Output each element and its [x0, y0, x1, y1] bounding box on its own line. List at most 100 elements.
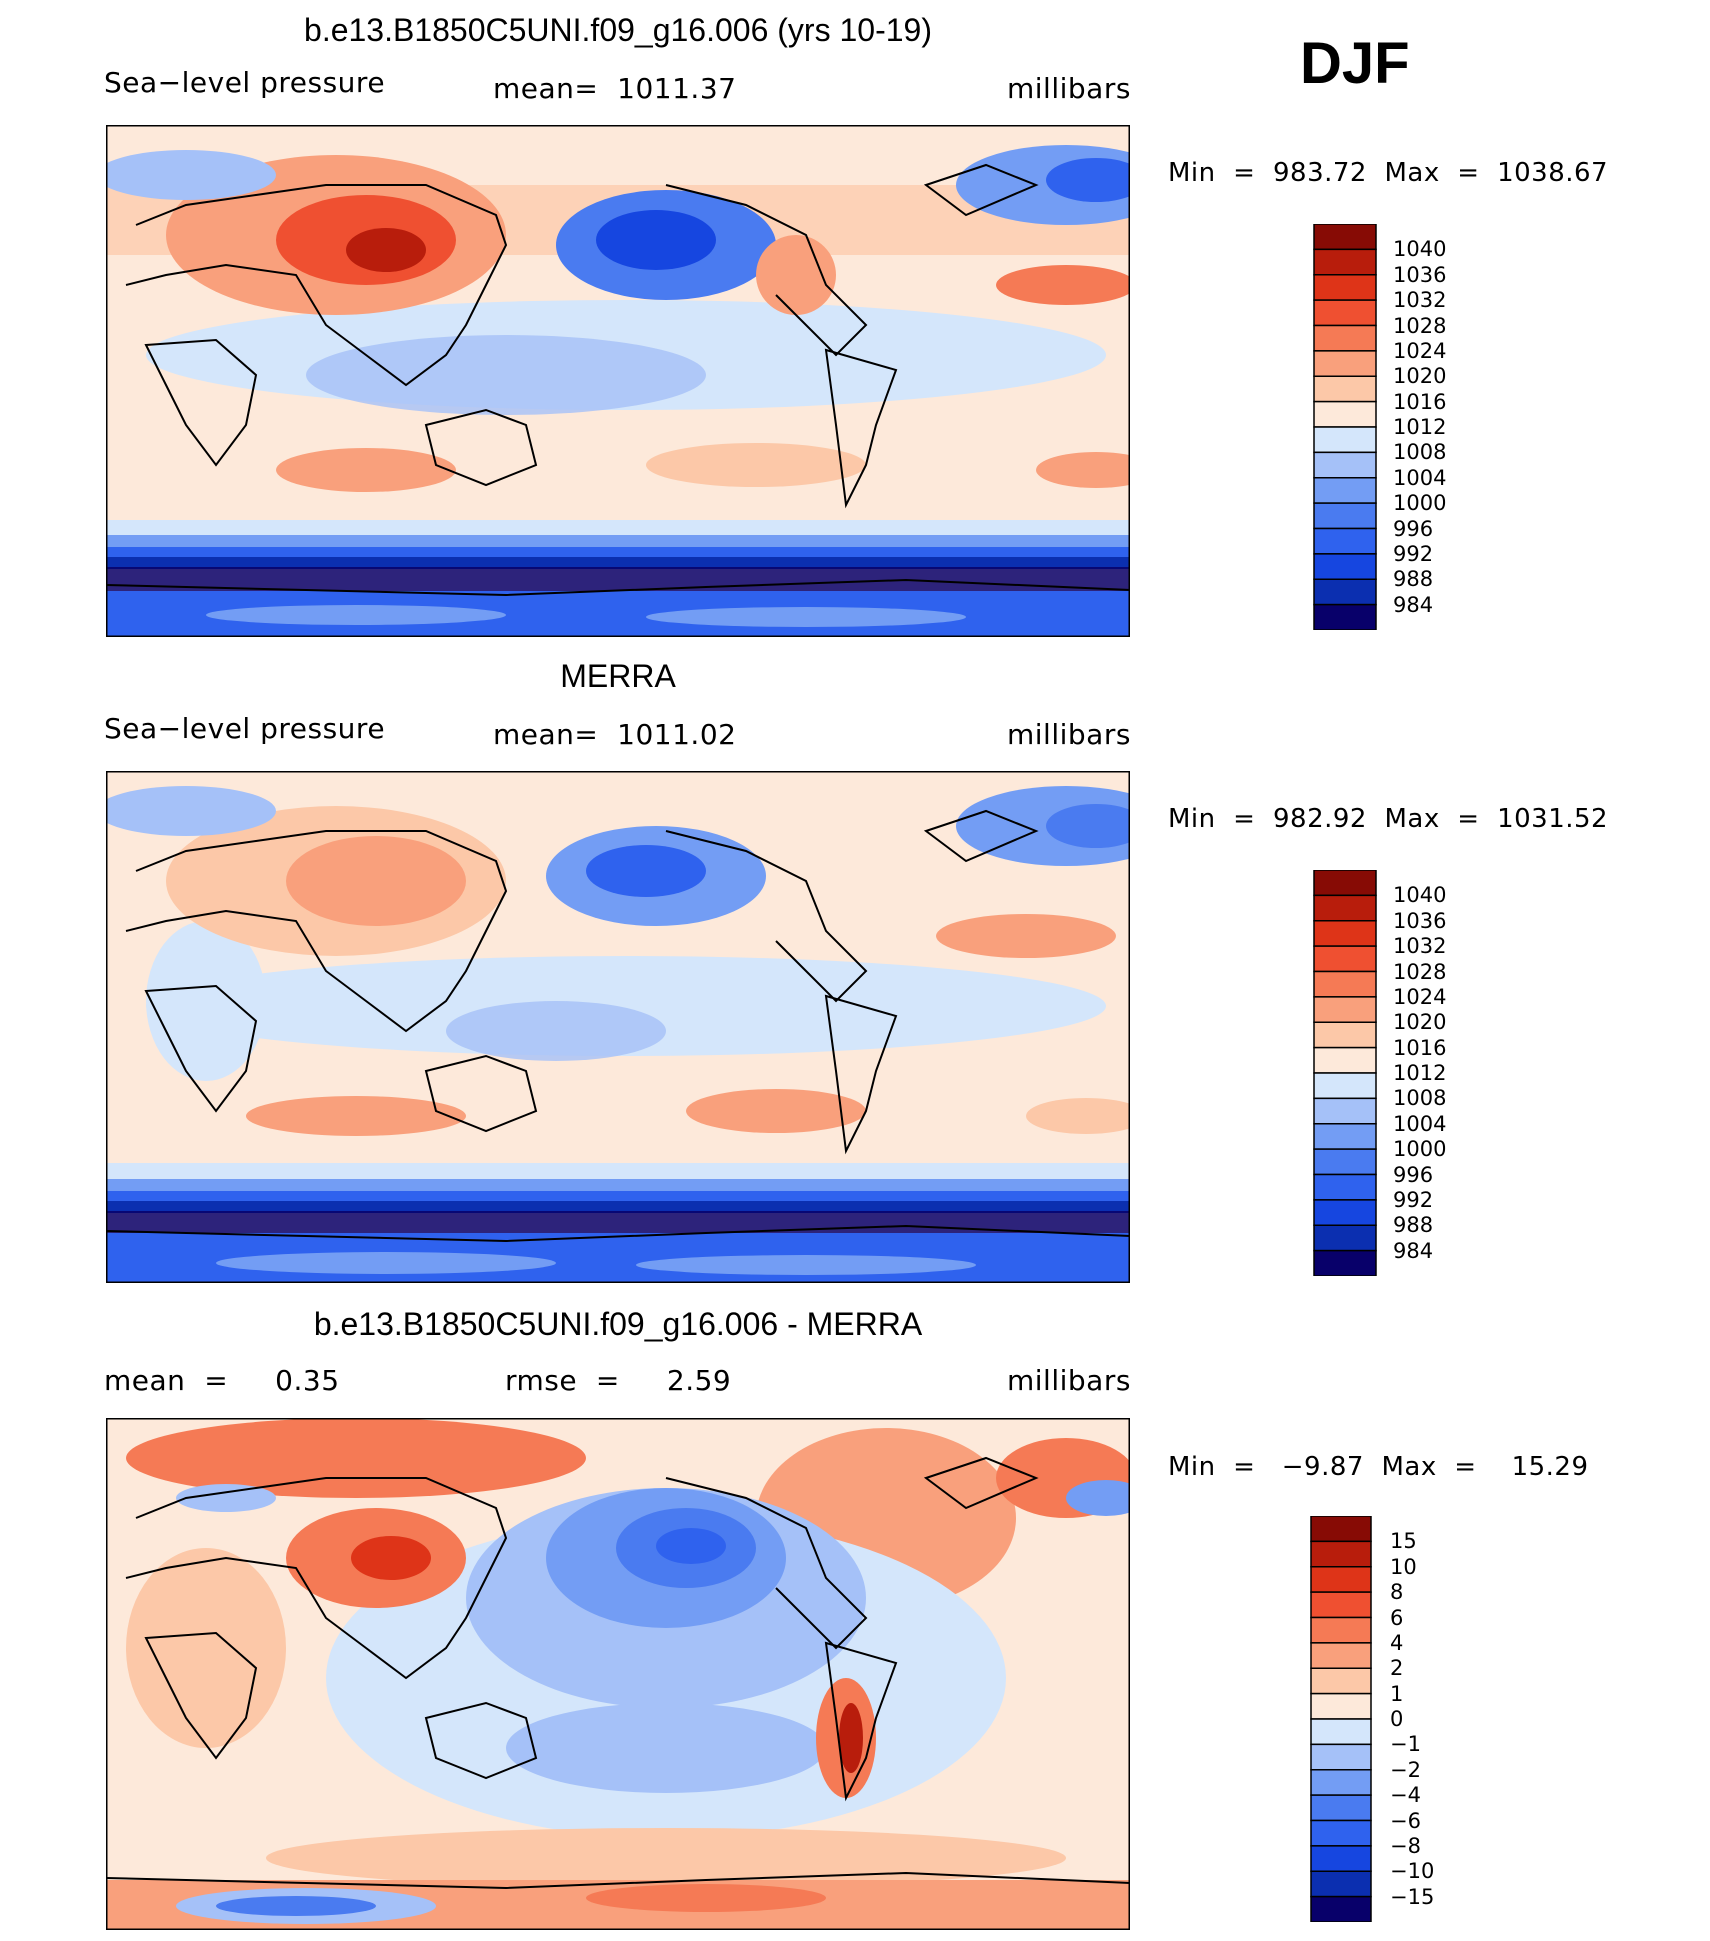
- colorbar-swatch: [1313, 1224, 1377, 1252]
- colorbar-swatch: [1313, 603, 1377, 630]
- colorbar-tick-label: 1032: [1393, 934, 1447, 959]
- colorbar-tick-label: 1004: [1393, 1111, 1447, 1136]
- colorbar-tick-label: 1032: [1393, 288, 1447, 313]
- colorbar-swatch: [1313, 1148, 1377, 1176]
- colorbar-tick-label: 1012: [1393, 1061, 1447, 1085]
- colorbar-tick-label: −4: [1390, 1783, 1421, 1808]
- colorbar-swatch: [1313, 1173, 1377, 1201]
- colorbar-swatch: [1313, 920, 1377, 947]
- colorbar-tick-label: 984: [1393, 592, 1434, 617]
- panel-1-minmax: Min = 983.72 Max = 1038.67: [1168, 158, 1609, 188]
- colorbar-swatch: [1313, 248, 1377, 276]
- colorbar-swatch: [1313, 400, 1377, 428]
- colorbar-tick-label: 2: [1390, 1656, 1404, 1681]
- colorbar-swatch: [1313, 1199, 1377, 1226]
- colorbar-swatch: [1310, 1667, 1372, 1695]
- colorbar-swatch: [1310, 1692, 1372, 1720]
- colorbar-tick-label: 1016: [1393, 1035, 1447, 1060]
- colorbar-tick-label: 1040: [1393, 237, 1447, 262]
- colorbar-swatch: [1310, 1616, 1372, 1644]
- panel-2-mean-label: mean= 1011.02: [493, 718, 737, 751]
- colorbar-tick-label: 1012: [1393, 415, 1447, 439]
- panel-2-title: MERRA: [560, 658, 676, 694]
- panel-2-minmax: Min = 982.92 Max = 1031.52: [1168, 804, 1609, 834]
- colorbar-swatch: [1310, 1895, 1372, 1922]
- colorbar-tick-label: 1016: [1393, 389, 1447, 414]
- colorbar-swatch: [1313, 299, 1377, 327]
- season-label: DJF: [1300, 31, 1410, 96]
- colorbar-swatch: [1313, 477, 1377, 504]
- colorbar-swatch: [1310, 1540, 1372, 1568]
- colorbar-swatch: [1313, 996, 1377, 1023]
- panel-2-colorbar: [1313, 870, 1377, 1276]
- colorbar-tick-label: 8: [1390, 1580, 1404, 1605]
- colorbar-tick-label: −2: [1390, 1757, 1421, 1782]
- colorbar-swatch: [1313, 1097, 1377, 1125]
- colorbar-swatch: [1313, 1046, 1377, 1074]
- colorbar-swatch: [1313, 578, 1377, 606]
- colorbar-swatch: [1313, 350, 1377, 377]
- panel-1-mean-label: mean= 1011.37: [493, 72, 737, 105]
- colorbar-swatch: [1313, 502, 1377, 530]
- colorbar-swatch: [1313, 426, 1377, 454]
- colorbar-tick-label: −10: [1390, 1859, 1435, 1884]
- colorbar-swatch: [1310, 1845, 1372, 1872]
- colorbar-tick-label: 0: [1390, 1707, 1404, 1731]
- colorbar-swatch: [1313, 970, 1377, 998]
- colorbar-tick-label: 992: [1393, 541, 1434, 566]
- colorbar-swatch: [1313, 945, 1377, 973]
- colorbar-tick-label: 10: [1390, 1554, 1417, 1579]
- colorbar-swatch: [1310, 1769, 1372, 1796]
- colorbar-swatch: [1313, 1072, 1377, 1100]
- colorbar-swatch: [1310, 1591, 1372, 1619]
- panel-1-variable-label: Sea−level pressure: [104, 66, 386, 99]
- colorbar-tick-label: 1024: [1393, 338, 1447, 363]
- panel-3-rmse-label: rmse = 2.59: [505, 1364, 732, 1397]
- panel-1-colorbar: [1313, 224, 1377, 630]
- colorbar-tick-label: 996: [1393, 516, 1434, 541]
- colorbar-tick-label: 1008: [1393, 1086, 1447, 1111]
- colorbar-swatch: [1313, 274, 1377, 301]
- panel-3-map: [106, 1418, 1130, 1930]
- colorbar-tick-label: 1028: [1393, 959, 1447, 984]
- colorbar-tick-label: 1020: [1393, 1010, 1447, 1035]
- colorbar-swatch: [1310, 1642, 1372, 1669]
- colorbar-tick-label: 6: [1390, 1605, 1404, 1630]
- colorbar-tick-label: 996: [1393, 1162, 1434, 1187]
- colorbar-swatch: [1313, 527, 1377, 555]
- colorbar-tick-label: 1040: [1393, 883, 1447, 908]
- colorbar-swatch: [1313, 375, 1377, 403]
- colorbar-tick-label: 984: [1393, 1238, 1434, 1263]
- colorbar-swatch: [1313, 553, 1377, 580]
- colorbar-swatch: [1313, 1249, 1377, 1276]
- panel-3-mean-label: mean = 0.35: [104, 1364, 340, 1397]
- colorbar-tick-label: 1: [1390, 1681, 1404, 1706]
- colorbar-swatch: [1310, 1743, 1372, 1771]
- panel-3-minmax: Min = −9.87 Max = 15.29: [1168, 1452, 1589, 1482]
- colorbar-swatch: [1310, 1870, 1372, 1898]
- colorbar-tick-label: 1036: [1393, 262, 1447, 287]
- colorbar-tick-label: 988: [1393, 567, 1434, 592]
- colorbar-tick-label: 992: [1393, 1187, 1434, 1212]
- panel-3-colorbar: [1310, 1516, 1372, 1922]
- colorbar-tick-label: 15: [1390, 1529, 1417, 1554]
- colorbar-swatch: [1313, 324, 1377, 352]
- panel-2-colorbar-labels: 1040 1036 1032 1028 1024 1020 1016 1012 …: [1393, 870, 1493, 1276]
- panel-1-units-label: millibars: [1007, 72, 1131, 105]
- colorbar-tick-label: −15: [1390, 1884, 1435, 1909]
- colorbar-tick-label: −6: [1390, 1808, 1421, 1833]
- colorbar-tick-label: 1004: [1393, 465, 1447, 490]
- panel-1-colorbar-labels: 1040 1036 1032 1028 1024 1020 1016 1012 …: [1393, 224, 1493, 630]
- panel-2-units-label: millibars: [1007, 718, 1131, 751]
- colorbar-swatch: [1313, 451, 1377, 479]
- colorbar-swatch: [1313, 894, 1377, 922]
- colorbar-tick-label: 1008: [1393, 440, 1447, 465]
- colorbar-tick-label: −8: [1390, 1833, 1421, 1858]
- panel-1-map: [106, 125, 1130, 637]
- colorbar-swatch: [1313, 870, 1377, 897]
- colorbar-swatch: [1310, 1819, 1372, 1847]
- colorbar-swatch: [1313, 224, 1377, 251]
- colorbar-swatch: [1310, 1718, 1372, 1746]
- colorbar-tick-label: 1020: [1393, 364, 1447, 389]
- panel-2-map: [106, 771, 1130, 1283]
